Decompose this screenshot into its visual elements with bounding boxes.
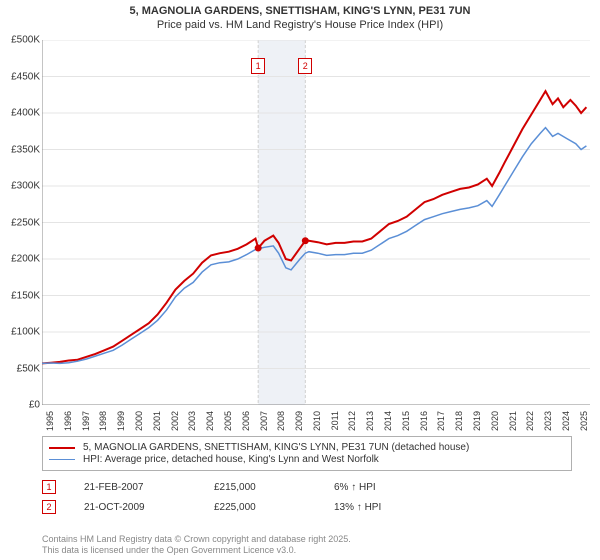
transaction-change: 13% ↑ HPI xyxy=(334,502,381,513)
transaction-badge: 2 xyxy=(42,500,56,514)
y-tick-label: £50K xyxy=(0,363,40,374)
y-tick-label: £150K xyxy=(0,290,40,301)
y-tick-label: £300K xyxy=(0,181,40,192)
y-tick-label: £100K xyxy=(0,327,40,338)
y-tick-label: £0 xyxy=(0,400,40,411)
x-tick-label: 2025 xyxy=(579,411,589,441)
y-tick-label: £350K xyxy=(0,144,40,155)
legend-swatch xyxy=(49,459,75,461)
y-tick-label: £450K xyxy=(0,71,40,82)
title-line-2: Price paid vs. HM Land Registry's House … xyxy=(0,19,600,31)
chart-svg xyxy=(42,40,590,405)
legend-row: 5, MAGNOLIA GARDENS, SNETTISHAM, KING'S … xyxy=(49,442,565,453)
legend-swatch xyxy=(49,447,75,449)
title-area: 5, MAGNOLIA GARDENS, SNETTISHAM, KING'S … xyxy=(0,0,600,33)
y-tick-label: £400K xyxy=(0,108,40,119)
transaction-change: 6% ↑ HPI xyxy=(334,482,376,493)
transaction-price: £225,000 xyxy=(214,502,334,513)
footer-line-2: This data is licensed under the Open Gov… xyxy=(42,545,351,556)
transaction-date: 21-OCT-2009 xyxy=(84,502,214,513)
legend-label: HPI: Average price, detached house, King… xyxy=(83,454,379,465)
y-tick-label: £500K xyxy=(0,35,40,46)
chart-plot-area: 12 xyxy=(42,40,590,405)
footer-line-1: Contains HM Land Registry data © Crown c… xyxy=(42,534,351,545)
transaction-row: 2 21-OCT-2009£225,00013% ↑ HPI xyxy=(42,500,572,514)
legend-row: HPI: Average price, detached house, King… xyxy=(49,454,565,465)
footer: Contains HM Land Registry data © Crown c… xyxy=(42,534,351,556)
transaction-badge: 1 xyxy=(42,480,56,494)
chart-container: 5, MAGNOLIA GARDENS, SNETTISHAM, KING'S … xyxy=(0,0,600,560)
title-line-1: 5, MAGNOLIA GARDENS, SNETTISHAM, KING'S … xyxy=(0,5,600,17)
transaction-row: 1 21-FEB-2007£215,0006% ↑ HPI xyxy=(42,480,572,494)
y-tick-label: £250K xyxy=(0,217,40,228)
y-tick-label: £200K xyxy=(0,254,40,265)
chart-marker-badge: 2 xyxy=(298,58,312,74)
legend-label: 5, MAGNOLIA GARDENS, SNETTISHAM, KING'S … xyxy=(83,442,469,453)
transaction-date: 21-FEB-2007 xyxy=(84,482,214,493)
transaction-price: £215,000 xyxy=(214,482,334,493)
legend-box: 5, MAGNOLIA GARDENS, SNETTISHAM, KING'S … xyxy=(42,436,572,471)
chart-marker-badge: 1 xyxy=(251,58,265,74)
